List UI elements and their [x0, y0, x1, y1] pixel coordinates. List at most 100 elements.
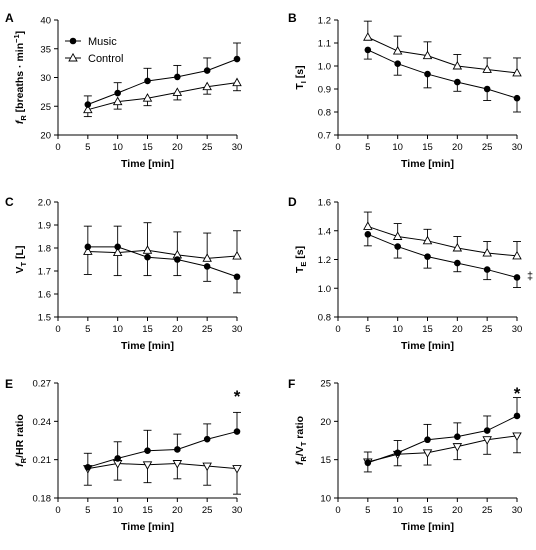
y-tick-label: 35 — [40, 44, 51, 55]
y-axis-title: TI [s] — [294, 65, 308, 89]
x-axis-title: Time [min] — [401, 340, 454, 352]
x-tick-label: 25 — [482, 142, 493, 153]
x-tick-label: 10 — [112, 142, 123, 153]
data-point-music — [114, 455, 121, 462]
x-tick-label: 25 — [202, 505, 213, 516]
y-title-subscript: T — [19, 261, 28, 266]
panel-f: F 0 5 10 15 20 25 30 10 15 20 25 Time [min] fR/VT rat… — [288, 377, 522, 533]
y-title-rest: [breaths · min — [14, 43, 26, 115]
data-point-control — [232, 250, 242, 260]
data-point-music — [454, 433, 461, 440]
series-line — [367, 36, 518, 74]
panel-letter: F — [288, 377, 295, 391]
series-line — [367, 49, 518, 99]
x-tick-label: 5 — [365, 324, 370, 335]
x-tick-label: 20 — [452, 505, 463, 516]
data-point-music — [483, 427, 491, 434]
panel-letter: B — [288, 11, 297, 25]
series-line — [367, 233, 518, 278]
data-point-music — [424, 436, 431, 444]
series-line — [87, 249, 238, 259]
y-tick-label: 0.7 — [318, 131, 331, 142]
series-music — [83, 42, 241, 108]
series-music — [363, 231, 521, 288]
data-point-music — [394, 243, 401, 250]
data-point-control — [482, 247, 492, 257]
panel-letter: D — [288, 195, 297, 209]
x-tick-label: 15 — [422, 505, 433, 516]
panel-letter: A — [5, 11, 14, 25]
x-axis-title: Time [min] — [121, 158, 174, 170]
data-point-music — [144, 447, 151, 455]
series-line — [367, 415, 518, 464]
x-tick-label: 30 — [232, 142, 243, 153]
y-tick-label: 1.5 — [38, 313, 51, 324]
x-tick-label: 25 — [482, 324, 493, 335]
data-point-music — [424, 70, 431, 78]
legend: Music Control — [65, 36, 123, 65]
panel-e: E 0 5 10 15 20 25 30 0.18 0.21 0.24 0.27 Time [min] f… — [5, 377, 242, 533]
legend-label-control: Control — [88, 53, 123, 65]
panel-d: D 0 5 10 15 20 25 30 0.8 1.0 1.2 1.4 1.6 Time [min] TE… — [288, 195, 533, 352]
data-point-music — [84, 101, 92, 108]
y-axis-title: VT [L] — [14, 246, 28, 274]
y-tick-label: 0.9 — [318, 85, 331, 96]
y-title-end: ] — [14, 31, 26, 35]
x-tick-label: 5 — [85, 505, 90, 516]
data-point-music — [233, 273, 241, 281]
y-title-main: T — [294, 266, 306, 273]
x-tick-label: 5 — [85, 324, 90, 335]
y-tick-label: 25 — [320, 379, 331, 390]
series-line — [87, 462, 238, 470]
y-title-subscript: R — [299, 456, 308, 462]
series-control — [83, 222, 242, 277]
significance-dagger: ‡ — [527, 270, 533, 282]
data-point-control — [232, 77, 242, 87]
data-point-control — [232, 465, 242, 474]
data-point-music — [84, 243, 92, 251]
x-tick-label: 5 — [85, 142, 90, 153]
x-tick-label: 0 — [55, 324, 60, 335]
x-tick-label: 10 — [392, 505, 403, 516]
x-tick-label: 30 — [512, 324, 523, 335]
data-point-music — [454, 259, 461, 267]
data-point-control — [452, 60, 463, 70]
data-point-control — [422, 235, 433, 245]
y-tick-label: 1.2 — [318, 16, 331, 27]
y-title-subscript: T — [299, 441, 308, 446]
x-axis-title: Time [min] — [121, 521, 174, 533]
y-tick-label: 1.0 — [318, 284, 331, 295]
x-tick-label: 20 — [172, 324, 183, 335]
data-point-music — [483, 266, 491, 273]
x-tick-label: 10 — [112, 324, 123, 335]
y-title-main: f — [14, 119, 26, 124]
panel-a: A 0 5 10 15 20 25 30 20 25 30 35 40 Time [min] fR [bre… — [5, 11, 242, 170]
x-tick-label: 20 — [452, 324, 463, 335]
data-point-control — [363, 221, 373, 230]
legend-marker-music — [69, 37, 77, 45]
data-point-music — [203, 435, 211, 443]
data-point-music — [394, 60, 401, 67]
x-tick-label: 5 — [365, 142, 370, 153]
series-music — [363, 46, 521, 113]
x-tick-label: 20 — [452, 142, 463, 153]
data-point-control — [202, 253, 212, 262]
data-point-music — [483, 85, 491, 93]
y-tick-label: 2.0 — [38, 198, 51, 209]
data-point-music — [114, 89, 121, 97]
x-tick-label: 30 — [512, 505, 523, 516]
y-tick-label: 0.24 — [33, 417, 52, 428]
data-point-control — [202, 81, 212, 91]
y-title-subscript: R — [19, 115, 28, 121]
data-point-control — [83, 246, 93, 255]
panel-letter: C — [5, 195, 14, 209]
data-point-music — [203, 263, 211, 270]
series-control — [83, 460, 242, 495]
y-tick-label: 10 — [320, 494, 331, 505]
y-tick-label: 0.8 — [318, 108, 331, 119]
series-control — [363, 20, 522, 77]
x-tick-label: 10 — [392, 324, 403, 335]
x-tick-label: 15 — [142, 324, 153, 335]
y-tick-label: 0.27 — [33, 379, 52, 390]
